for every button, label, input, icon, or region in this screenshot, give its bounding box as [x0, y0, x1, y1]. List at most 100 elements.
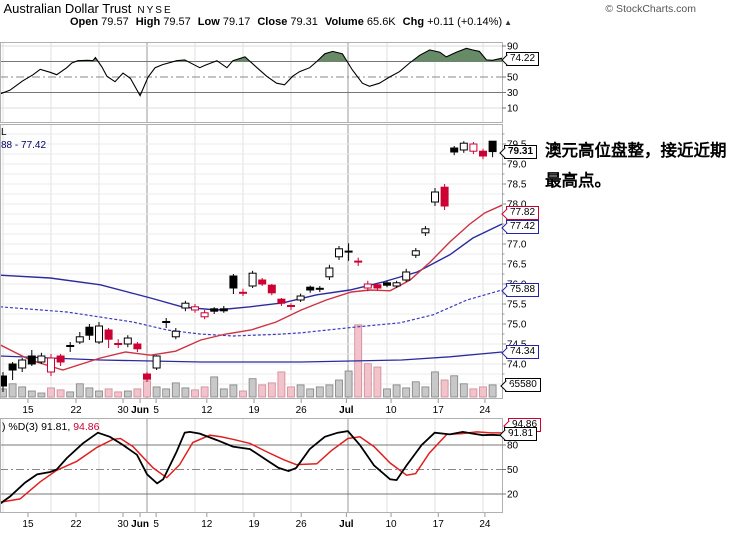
- tick-label: 50: [507, 465, 519, 476]
- candle-body: [258, 279, 267, 285]
- candle-body: [383, 282, 391, 286]
- candle-body: [248, 272, 257, 287]
- ma-dashed-line: [0, 289, 503, 337]
- ma-dashed-box: 75.88: [506, 283, 540, 297]
- volume-bar: [363, 363, 372, 398]
- tick-label: 79.0: [507, 160, 527, 171]
- quote-label: Chg: [402, 16, 425, 28]
- ma-fast-line: [0, 204, 503, 371]
- candle-body: [450, 147, 459, 153]
- main-legend-line2: 88 - 77.42: [1, 140, 47, 151]
- candle-doji: [114, 343, 123, 345]
- chg-up-icon: ▲: [504, 18, 513, 27]
- tick-label: 12: [201, 519, 213, 530]
- exchange-label: NYSE: [137, 5, 173, 16]
- chart-header: : Australian Dollar Trust NYSE: [0, 1, 173, 16]
- candle-body: [373, 284, 382, 289]
- candle-doji: [344, 250, 353, 253]
- ma-slow-line: [0, 223, 503, 311]
- volume-bar: [383, 388, 391, 398]
- quote-label: Close: [257, 16, 288, 28]
- tick-label: Jul: [339, 519, 354, 530]
- candle-body: [411, 250, 420, 256]
- candle-body: [75, 336, 84, 343]
- volume-bar: [200, 386, 209, 398]
- candle-body: [277, 298, 286, 304]
- volume-bar: [95, 390, 103, 398]
- candle-doji: [66, 345, 75, 347]
- candle-body: [469, 143, 478, 152]
- candle-body: [95, 325, 103, 343]
- tick-label: 24: [479, 519, 491, 530]
- tick-label: 5: [153, 519, 159, 530]
- tick-label: 90: [507, 42, 519, 53]
- candle-body: [143, 373, 151, 380]
- tick-label: 75.5: [507, 300, 527, 311]
- volume-value-box: 65580: [505, 378, 541, 392]
- rsi-line: [0, 47, 503, 97]
- candle-body: [56, 355, 65, 363]
- volume-bar: [8, 383, 17, 398]
- tick-label: 75.0: [507, 320, 527, 331]
- candle-doji: [287, 305, 295, 307]
- candle-body: [363, 283, 372, 289]
- volume-bar: [27, 390, 36, 398]
- stoch-legend-prefix: ) %D(3) 91.81,: [2, 421, 71, 433]
- tick-label: 80: [507, 440, 519, 451]
- candle-body: [123, 337, 132, 345]
- tick-label: 19: [248, 519, 260, 530]
- volume-bar: [85, 387, 94, 398]
- volume-bar: [37, 392, 46, 398]
- candle-body: [325, 267, 334, 278]
- volume-bar: [440, 379, 449, 398]
- candle-body: [229, 275, 238, 289]
- instrument-title: : Australian Dollar Trust: [0, 1, 132, 16]
- candle-body: [18, 359, 27, 369]
- volume-bar: [75, 383, 84, 398]
- panel-borders: [0, 42, 503, 513]
- candle-body: [392, 282, 401, 287]
- volume-bar: [267, 382, 276, 398]
- volume-bar: [479, 386, 487, 398]
- candle-doji: [162, 321, 171, 323]
- candle-body: [306, 286, 315, 291]
- volume-bar: [181, 387, 190, 398]
- quote-value: 79.17: [219, 16, 251, 28]
- volume-bar: [210, 376, 219, 398]
- candle-body: [440, 186, 449, 207]
- candle-body: [133, 343, 142, 350]
- volume-bar: [296, 384, 305, 398]
- tick-label: Jun: [131, 405, 149, 416]
- candle-doji: [315, 287, 324, 290]
- stoch-legend-d-value: 94.86: [73, 421, 100, 433]
- tick-label: 22: [70, 519, 82, 530]
- volume-bar: [191, 389, 199, 398]
- volume-bar: [315, 386, 324, 398]
- quote-value: 79.31: [287, 16, 318, 28]
- stochastic-series: [0, 430, 503, 505]
- tick-label: 26: [296, 405, 308, 416]
- stoch-d-line: [0, 431, 503, 503]
- tick-label: 50: [507, 73, 519, 84]
- volume-bar: [219, 388, 228, 398]
- quote-label: High: [135, 16, 161, 28]
- candle-body: [488, 140, 497, 153]
- candle-body: [171, 330, 180, 338]
- tick-label: 17: [433, 405, 445, 416]
- quote-value: +0.11 (+0.14%): [424, 16, 503, 28]
- tick-label: Jun: [131, 519, 149, 530]
- candle-body: [459, 142, 468, 151]
- candle-body: [181, 302, 190, 309]
- candle-body: [402, 271, 411, 281]
- volume-bar: [104, 388, 113, 398]
- rsi-series: [0, 47, 503, 97]
- volume-bar: [171, 382, 180, 398]
- volume-bar: [402, 387, 411, 398]
- candle-body: [27, 355, 36, 365]
- volume-bar: [56, 389, 65, 398]
- tick-label: 76.5: [507, 260, 527, 271]
- volume-bar: [18, 386, 27, 398]
- volume-bar: [114, 391, 123, 398]
- candle-body: [210, 308, 219, 312]
- candle-body: [421, 228, 430, 234]
